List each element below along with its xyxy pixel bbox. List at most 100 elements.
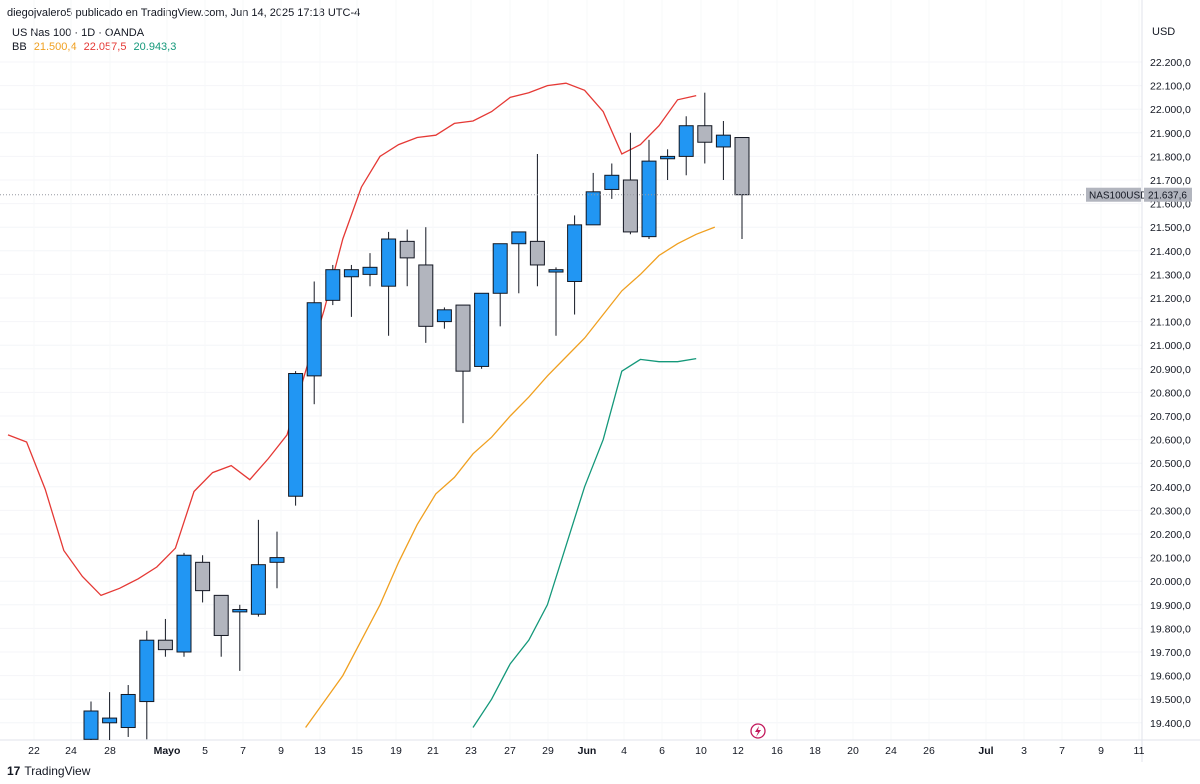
time-tick-label: 19 (390, 745, 402, 757)
time-tick-label: 11 (1134, 745, 1145, 757)
candle (381, 231, 397, 336)
price-tick-label: 20.200,0 (1150, 529, 1191, 541)
candle (343, 264, 359, 317)
time-tick-label: 13 (314, 745, 326, 757)
candle-body (622, 179, 638, 233)
time-tick-label: 3 (1021, 745, 1027, 757)
time-tick-label: 9 (1098, 745, 1104, 757)
candle-body (697, 125, 713, 143)
time-tick-label: 20 (847, 745, 859, 757)
bb-upper-line (7, 82, 697, 597)
price-tick-label: 20.600,0 (1150, 435, 1191, 447)
price-tick-label: 20.100,0 (1150, 553, 1191, 565)
tradingview-logo-icon: 17 (7, 764, 21, 778)
candle (492, 243, 508, 327)
candle-body (604, 174, 620, 190)
time-tick-label: 26 (923, 745, 935, 757)
candle (529, 154, 545, 287)
candle (474, 292, 490, 369)
candle (641, 139, 657, 239)
candle (269, 531, 285, 589)
symbol-line[interactable]: US Nas 100 · 1D · OANDA (12, 27, 145, 39)
last-price-labels: NAS100USD 21.637,6 (1086, 187, 1192, 202)
price-tick-label: 20.400,0 (1150, 482, 1191, 494)
candle-body (381, 238, 397, 287)
chart-legend: US Nas 100 · 1D · OANDA BB 21.500,4 22.0… (12, 26, 176, 54)
candle-body (343, 269, 359, 278)
time-tick-label: 28 (104, 745, 116, 757)
candle (232, 604, 248, 671)
candle (195, 555, 211, 603)
candle (715, 121, 731, 180)
time-tick-label: 7 (1059, 745, 1065, 757)
time-tick-label: 24 (885, 745, 897, 757)
candle (548, 267, 564, 336)
candle (511, 231, 527, 294)
candle (567, 215, 583, 315)
time-tick-label: 7 (240, 745, 246, 757)
time-tick-label: 15 (351, 745, 363, 757)
candle (622, 132, 638, 235)
candle (83, 701, 99, 740)
price-tick-label: 19.800,0 (1150, 623, 1191, 635)
price-tick-label: 21.300,0 (1150, 269, 1191, 281)
currency-label[interactable]: USD (1152, 26, 1175, 38)
candle-body (567, 224, 583, 282)
price-tick-label: 21.800,0 (1150, 151, 1191, 163)
candle (120, 685, 136, 737)
price-tick-label: 20.000,0 (1150, 576, 1191, 588)
time-tick-label: 10 (695, 745, 707, 757)
candle-body (585, 191, 601, 226)
price-tick-label: 21.400,0 (1150, 246, 1191, 258)
time-tick-label: 5 (202, 745, 208, 757)
candle (139, 630, 155, 740)
price-tick-label: 20.700,0 (1150, 411, 1191, 423)
candle (436, 307, 452, 329)
price-tick-label: 20.300,0 (1150, 505, 1191, 517)
price-tick-label: 21.200,0 (1150, 293, 1191, 305)
last-price-symbol-badge (1086, 187, 1141, 202)
time-tick-label: 22 (28, 745, 40, 757)
tradingview-footer: 17 TradingView (7, 764, 90, 778)
time-tick-label: Mayo (154, 745, 181, 757)
lightning-icon[interactable] (750, 723, 766, 739)
time-tick-label: 6 (659, 745, 665, 757)
candle-body (362, 266, 378, 275)
candle-body (176, 554, 192, 653)
price-tick-label: 22.100,0 (1150, 81, 1191, 93)
candle-body (325, 269, 341, 301)
candle-body (250, 564, 266, 615)
candle-body (269, 557, 285, 563)
last-price-value-badge (1144, 187, 1192, 202)
candle-body (120, 693, 136, 729)
candle (455, 304, 471, 424)
bb-indicator-row[interactable]: BB 21.500,4 22.057,5 20.943,3 (12, 40, 176, 54)
time-scale: 22 24 28 Mayo 5 7 9 13 15 19 21 23 27 29 Jun 4 6 10 12 16 18… (28, 745, 1144, 757)
bb-lower-value: 20.943,3 (133, 41, 177, 53)
candle-body (195, 561, 211, 592)
last-price-value: 21.637,6 (1148, 191, 1187, 202)
candle-body (715, 134, 731, 148)
price-tick-label: 19.600,0 (1150, 671, 1191, 683)
time-tick-label: 18 (809, 745, 821, 757)
time-tick-label: Jul (978, 745, 993, 757)
time-tick-label: 21 (427, 745, 439, 757)
candle-body (734, 137, 750, 196)
price-tick-label: 22.200,0 (1150, 57, 1191, 69)
candle (604, 163, 620, 199)
candle (306, 281, 322, 405)
candle-body (436, 309, 452, 323)
bollinger-bands (7, 82, 716, 728)
price-tick-label: 20.900,0 (1150, 364, 1191, 376)
time-tick-label: 29 (542, 745, 554, 757)
candle (418, 227, 434, 343)
candle-body (288, 373, 304, 497)
candle (288, 371, 304, 506)
candle-body (548, 269, 564, 273)
candle (660, 149, 676, 180)
publisher-line: diegojvalero5 publicado en TradingView.c… (7, 7, 361, 19)
time-tick-label: 12 (732, 745, 744, 757)
candle-body (641, 160, 657, 238)
time-tick-label: 9 (278, 745, 284, 757)
